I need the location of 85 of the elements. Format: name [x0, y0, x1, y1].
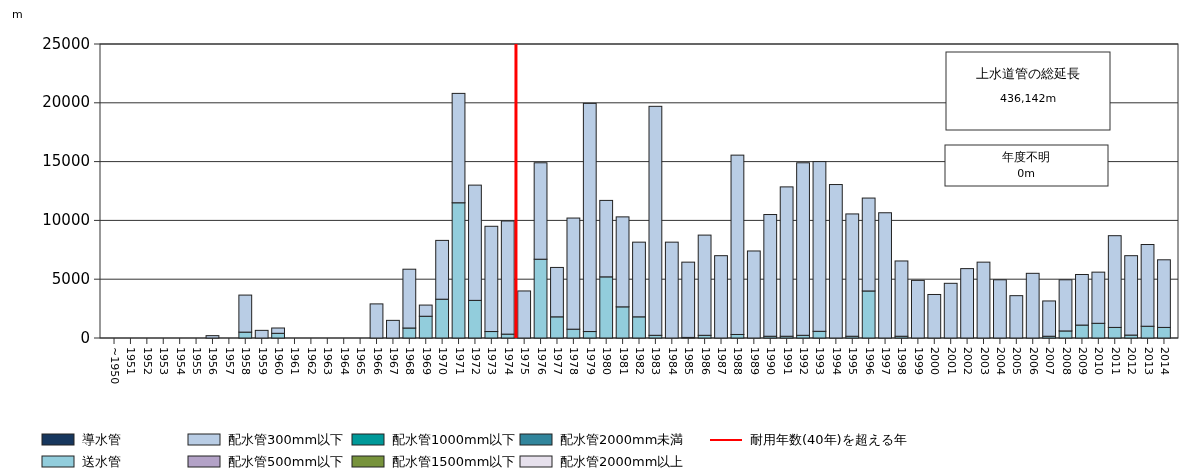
x-tick-label: 1965	[354, 347, 368, 375]
x-tick-label: 1975	[518, 347, 532, 375]
x-tick-label: 1952	[140, 347, 154, 375]
legend-label: 配水管2000mm以上	[560, 453, 684, 469]
x-tick-label: 1988	[731, 347, 745, 375]
x-tick-label: 1961	[288, 347, 302, 375]
x-tick-label: 2010	[1092, 347, 1106, 375]
x-tick-label: 2007	[1043, 347, 1057, 375]
x-tick-label: 1999	[911, 347, 925, 375]
legend-label: 耐用年数(40年)を超える年	[750, 431, 907, 447]
x-tick-label: 1980	[600, 347, 614, 375]
x-tick-label: 1963	[321, 347, 335, 375]
x-tick-label: 2002	[961, 347, 975, 375]
x-tick-label: 1996	[862, 347, 876, 375]
x-tick-label: 1990	[764, 347, 778, 375]
x-tick-label: 1958	[239, 347, 253, 375]
x-tick-label: 1953	[157, 347, 171, 375]
x-tick-label: 1992	[797, 347, 811, 375]
x-tick-label: 2003	[977, 347, 991, 375]
x-tick-label: 1993	[813, 347, 827, 375]
x-tick-label: 2009	[1075, 347, 1089, 375]
annotation: 年度不明	[1002, 150, 1050, 164]
x-tick-label: 1972	[468, 347, 482, 375]
x-tick-label: 1977	[550, 347, 564, 375]
x-tick-label: 1968	[403, 347, 417, 375]
x-tick-label: 2011	[1108, 347, 1122, 375]
y-axis-title: m	[12, 8, 23, 21]
x-tick-label: 2012	[1125, 347, 1139, 375]
y-tick-label: 5000	[51, 269, 90, 288]
x-tick-label: 2006	[1026, 347, 1040, 375]
x-tick-label: 1951	[124, 347, 138, 375]
x-tick-label: 1974	[501, 347, 515, 375]
x-tick-label: 1976	[534, 347, 548, 375]
legend-label: 配水管500mm以下	[228, 453, 344, 469]
x-tick-label: 1986	[698, 347, 712, 375]
y-tick-label: 10000	[42, 210, 90, 229]
x-tick-label: 1984	[665, 347, 679, 375]
x-tick-label: 1960	[272, 347, 286, 375]
x-tick-label: 1959	[255, 347, 269, 375]
x-tick-label: 1981	[616, 347, 630, 375]
x-tick-label: 1973	[485, 347, 499, 375]
x-tick-label: 1982	[633, 347, 646, 375]
x-tick-label: 1994	[829, 347, 843, 375]
x-tick-label: 2013	[1141, 347, 1155, 375]
x-tick-label: 2001	[944, 347, 958, 375]
x-tick-label: 1995	[846, 347, 860, 375]
legend-label: 配水管2000mm未満	[560, 431, 684, 447]
legend-label: 送水管	[82, 453, 121, 469]
x-tick-label: 1979	[583, 347, 597, 375]
x-tick-label: ~1950	[108, 347, 122, 385]
annotation: 0m	[1017, 167, 1035, 180]
x-tick-label: 1969	[419, 347, 433, 375]
y-tick-label: 20000	[42, 93, 90, 112]
x-tick-label: 1966	[370, 347, 384, 375]
y-tick-label: 25000	[42, 34, 90, 53]
x-tick-label: 1987	[715, 347, 729, 375]
x-tick-label: 1962	[304, 347, 318, 375]
x-tick-label: 1964	[337, 347, 351, 375]
x-tick-label: 1998	[895, 347, 909, 375]
x-tick-label: 2005	[1010, 347, 1024, 375]
x-tick-label: 2008	[1059, 347, 1073, 375]
x-tick-label: 1989	[747, 347, 761, 375]
x-tick-label: 1956	[206, 347, 220, 375]
x-tick-label: 2014	[1157, 347, 1171, 375]
legend-label: 導水管	[82, 431, 121, 447]
x-tick-label: 1957	[222, 347, 236, 375]
legend-label: 配水管1000mm以下	[392, 431, 516, 447]
annotation: 上水道管の総延長	[976, 66, 1080, 81]
x-tick-label: 1954	[173, 347, 187, 375]
legend-label: 配水管1500mm以下	[392, 453, 516, 469]
x-tick-label: 1967	[386, 347, 400, 375]
x-tick-label: 2000	[928, 347, 942, 375]
x-tick-label: 2004	[993, 347, 1007, 375]
x-tick-label: 1983	[649, 347, 663, 375]
x-tick-label: 1971	[452, 347, 466, 375]
x-tick-label: 1970	[436, 347, 450, 375]
y-tick-label: 15000	[42, 152, 90, 171]
x-tick-label: 1985	[682, 347, 696, 375]
annotation: 436,142m	[999, 92, 1057, 105]
legend-label: 配水管300mm以下	[228, 431, 344, 447]
x-tick-label: 1991	[780, 347, 794, 375]
y-tick-label: 0	[80, 328, 90, 347]
x-tick-label: 1978	[567, 347, 581, 375]
x-tick-label: 1955	[190, 347, 204, 375]
x-tick-label: 1997	[879, 347, 893, 375]
